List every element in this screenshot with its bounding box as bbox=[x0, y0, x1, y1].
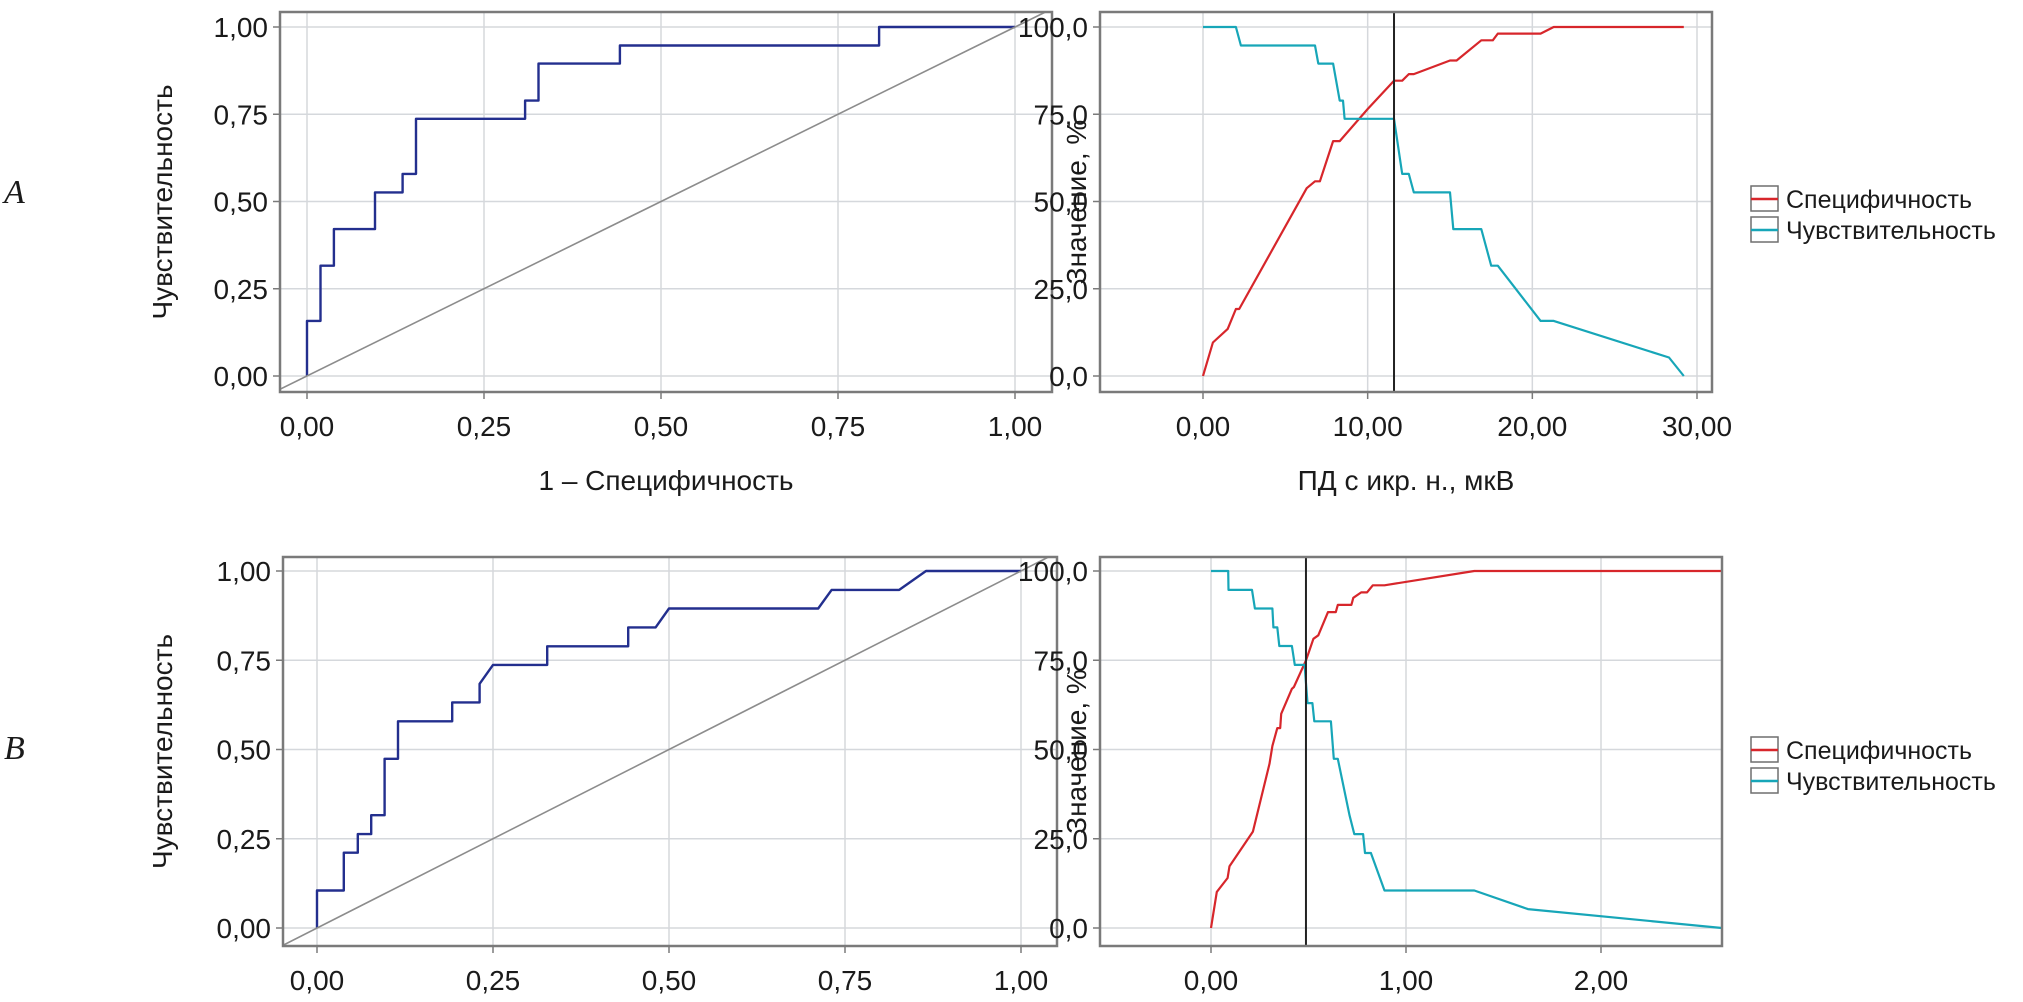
y-tick-label: 1,00 bbox=[217, 556, 272, 587]
y-tick-label: 0,00 bbox=[217, 913, 272, 944]
plot-frame bbox=[278, 10, 1054, 394]
plot-b-cutoff: 0,00 1,00 2,00 0,0 25,0 50,0 75,0 100,0 Значение… bbox=[1018, 555, 1724, 996]
y-tick-label: 0,25 bbox=[217, 824, 272, 855]
x-tick-label: 2,00 bbox=[1574, 965, 1629, 996]
x-tick-label: 0,50 bbox=[634, 411, 689, 442]
x-tick-label: 1,00 bbox=[994, 965, 1049, 996]
specificity-line bbox=[1209, 569, 1722, 929]
x-tick-label: 1,00 bbox=[988, 411, 1043, 442]
sensitivity-line bbox=[1211, 569, 1722, 930]
y-tick-label: 100,0 bbox=[1018, 12, 1088, 43]
y-tick-label: 0,50 bbox=[214, 187, 269, 218]
plot-frame bbox=[281, 555, 1059, 948]
y-tick-label: 0,25 bbox=[214, 274, 269, 305]
y-tick-label: 75,0 bbox=[1034, 645, 1089, 676]
x-tick-label: 0,00 bbox=[1176, 411, 1231, 442]
x-tick-label: 0,00 bbox=[1184, 965, 1239, 996]
y-tick-label: 1,00 bbox=[214, 12, 269, 43]
x-tick-label: 20,00 bbox=[1497, 411, 1567, 442]
y-tick-label: 0,00 bbox=[214, 361, 269, 392]
x-tick-label: 0,25 bbox=[457, 411, 512, 442]
grid bbox=[1100, 557, 1722, 946]
grid bbox=[280, 12, 1052, 392]
x-tick-label: 0,00 bbox=[280, 411, 335, 442]
y-axis-title: Чувствительность bbox=[147, 84, 178, 319]
plot-a-cutoff: 0,00 10,00 20,00 30,00 0,0 25,0 50,0 75,0 100,0 З… bbox=[1018, 10, 1732, 496]
y-axis-title: Значение, % bbox=[1061, 669, 1092, 834]
x-tick-label: 0,00 bbox=[290, 965, 345, 996]
series-group bbox=[280, 12, 1048, 391]
y-axis-title: Значение, % bbox=[1061, 120, 1092, 285]
x-tick-label: 1,00 bbox=[1379, 965, 1434, 996]
legend-label: Чувствительность bbox=[1786, 768, 1996, 796]
series-group bbox=[1209, 569, 1722, 930]
x-tick-label: 0,75 bbox=[818, 965, 873, 996]
legend-label: Чувствительность bbox=[1786, 217, 1996, 245]
reference-diagonal bbox=[280, 12, 1048, 391]
roc-curve bbox=[305, 25, 1015, 376]
sensitivity-line bbox=[1203, 25, 1685, 377]
y-tick-label: 25,0 bbox=[1034, 274, 1089, 305]
y-tick-label: 0,50 bbox=[217, 735, 272, 766]
y-tick-label: 0,0 bbox=[1049, 913, 1088, 944]
reference-diagonal bbox=[283, 557, 1051, 946]
y-tick-label: 0,75 bbox=[214, 99, 269, 130]
x-tick-label: 10,00 bbox=[1333, 411, 1403, 442]
y-tick-label: 0,0 bbox=[1049, 361, 1088, 392]
x-tick-label: 30,00 bbox=[1662, 411, 1732, 442]
y-axis-title: Чувствительность bbox=[147, 634, 178, 869]
plot-frame bbox=[1098, 555, 1724, 948]
y-tick-label: 50,0 bbox=[1034, 187, 1089, 218]
x-tick-label: 0,50 bbox=[642, 965, 697, 996]
x-axis-title: ПД с икр. н., мкВ bbox=[1298, 465, 1515, 496]
x-tick-label: 0,25 bbox=[466, 965, 521, 996]
series-group bbox=[283, 557, 1051, 946]
legend-label: Специфичность bbox=[1786, 186, 1972, 214]
legend-panel-a: Специфичность Чувствительность bbox=[1750, 185, 1996, 245]
roc-curve bbox=[315, 569, 1021, 928]
panel-label-a: A bbox=[2, 174, 25, 211]
panel-label-b: B bbox=[4, 730, 25, 767]
y-tick-label: 75,0 bbox=[1034, 99, 1089, 130]
legend-panel-b: Специфичность Чувствительность bbox=[1750, 736, 1996, 796]
y-tick-label: 0,75 bbox=[217, 645, 272, 676]
y-tick-label: 25,0 bbox=[1034, 824, 1089, 855]
grid bbox=[1100, 12, 1712, 392]
x-axis-title: 1 – Специфичность bbox=[538, 465, 793, 496]
legend-label: Специфичность bbox=[1786, 737, 1972, 765]
y-tick-label: 50,0 bbox=[1034, 735, 1089, 766]
plot-a-roc: 0,00 0,25 0,50 0,75 1,00 0,00 0,25 0,50 0,75 1,00… bbox=[147, 10, 1054, 496]
plot-b-roc: 0,00 0,25 0,50 0,75 1,00 0,00 0,25 0,50 0,75 1,00… bbox=[147, 555, 1059, 996]
plot-frame bbox=[1098, 10, 1714, 394]
y-tick-label: 100,0 bbox=[1018, 556, 1088, 587]
x-tick-label: 0,75 bbox=[811, 411, 866, 442]
